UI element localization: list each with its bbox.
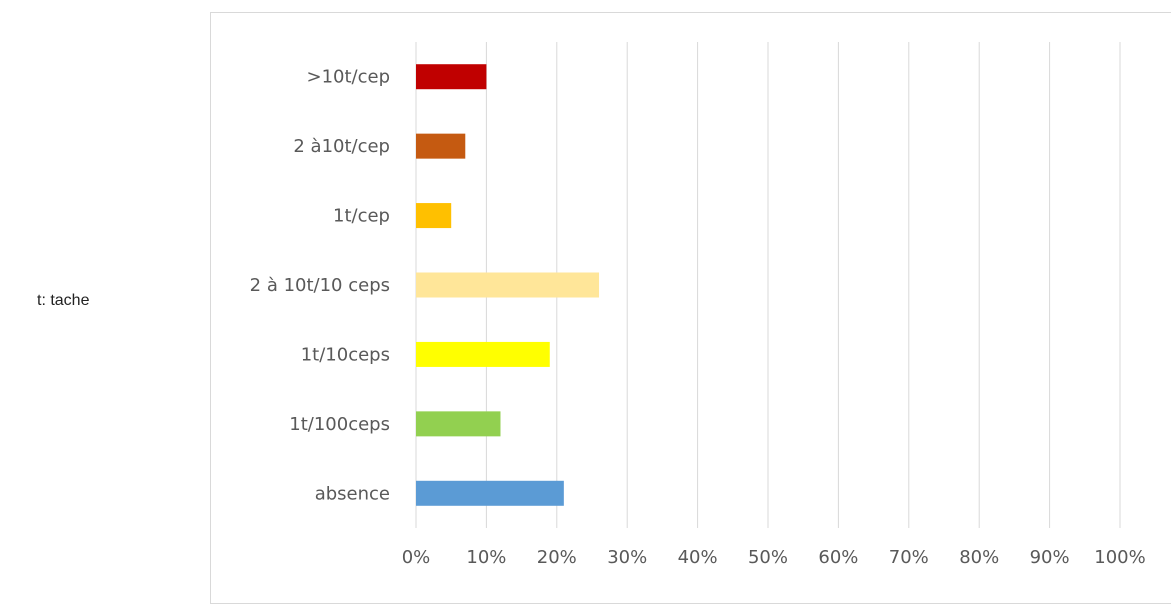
bar (416, 272, 600, 298)
bar (416, 64, 487, 90)
bar-chart: 0% 10% 20% 30% 40% 50% 60% 70% 80% 90% 100% absence… (250, 42, 1146, 568)
category-label: >10t/cep (306, 67, 390, 88)
category-label: 1t/cep (333, 206, 390, 227)
bar (416, 480, 564, 506)
x-tick-label: 50% (748, 547, 788, 568)
category-label: 2 à10t/cep (293, 136, 390, 157)
bar (416, 341, 550, 367)
x-tick-label: 100% (1094, 547, 1145, 568)
x-tick-label: 70% (889, 547, 929, 568)
category-label: absence (315, 483, 390, 504)
x-tick-label: 10% (466, 547, 506, 568)
x-tick-label: 20% (537, 547, 577, 568)
side-note: t: tache (37, 292, 90, 309)
x-tick-label: 0% (402, 547, 431, 568)
bar (416, 133, 466, 159)
x-tick-label: 60% (818, 547, 858, 568)
category-label: 1t/10ceps (301, 344, 390, 365)
bar (416, 203, 452, 229)
category-label: 1t/100ceps (289, 414, 390, 435)
bar (416, 411, 501, 437)
x-tick-label: 90% (1030, 547, 1070, 568)
x-tick-label: 80% (959, 547, 999, 568)
x-tick-label: 30% (607, 547, 647, 568)
category-label: 2 à 10t/10 ceps (250, 275, 390, 296)
x-tick-label: 40% (678, 547, 718, 568)
